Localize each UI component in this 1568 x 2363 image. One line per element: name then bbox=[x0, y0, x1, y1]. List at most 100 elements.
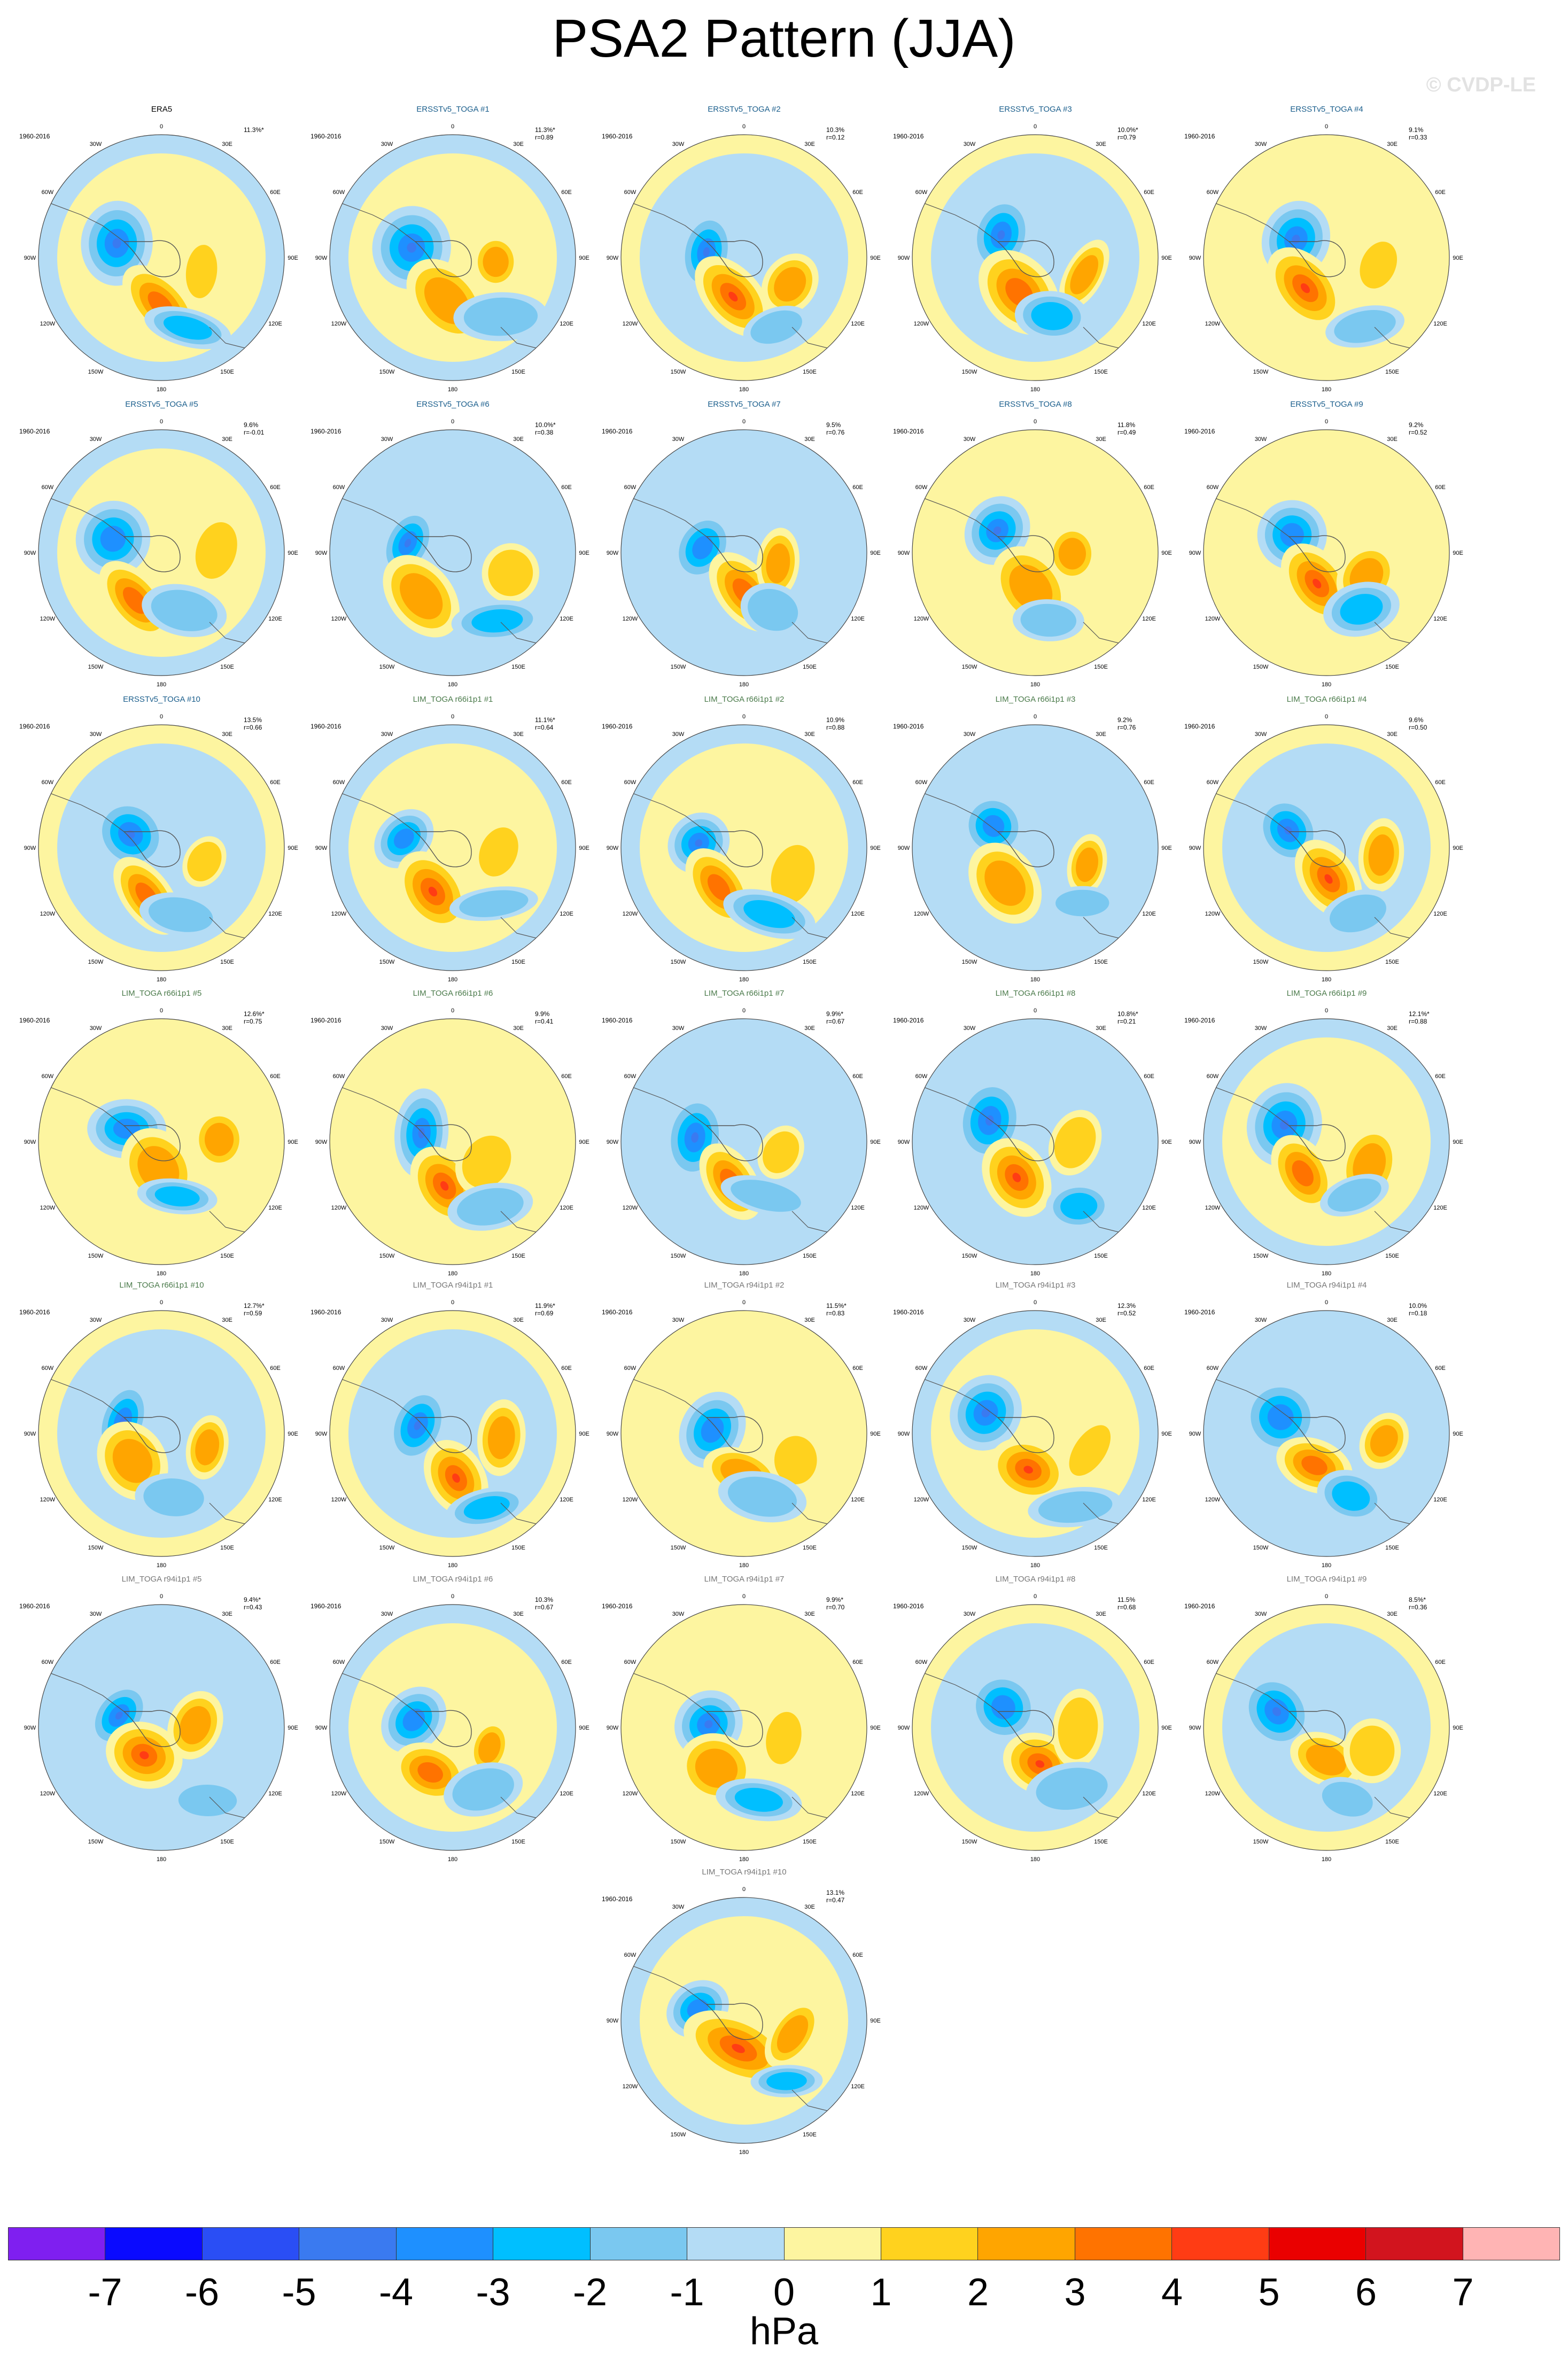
longitude-label: 150W bbox=[88, 1545, 104, 1551]
polar-map: 0 30E 60E 90E 120E 150E 180 150W 120W 90W 60W 30W bbox=[607, 1593, 881, 1863]
longitude-label: 90W bbox=[898, 845, 910, 851]
longitude-label: 120E bbox=[851, 2083, 865, 2090]
map-panel: ERSSTv5_TOGA #8 1960-2016 11.8% r=0.49 0 30E 6… bbox=[890, 400, 1181, 699]
map-panel: LIM_TOGA r94i1p1 #9 1960-2016 8.5%* r=0.36 0… bbox=[1181, 1575, 1472, 1874]
longitude-label: 150E bbox=[1385, 1253, 1399, 1259]
longitude-label: 0 bbox=[1034, 1299, 1037, 1306]
longitude-label: 0 bbox=[451, 1593, 454, 1600]
longitude-label: 150W bbox=[379, 664, 395, 670]
longitude-label: 30E bbox=[222, 1611, 232, 1617]
panel-variance-pct: 11.5% bbox=[1117, 1596, 1136, 1603]
longitude-label: 120E bbox=[1142, 321, 1156, 327]
longitude-label: 60E bbox=[1144, 484, 1154, 491]
map-panel: ERSSTv5_TOGA #6 1960-2016 10.0%* r=0.38 0 30E… bbox=[307, 400, 599, 699]
panel-years: 1960-2016 bbox=[1184, 428, 1215, 435]
panel-years: 1960-2016 bbox=[311, 1308, 341, 1316]
map-panel: ERSSTv5_TOGA #1 1960-2016 11.3%* r=0.89 0 30E… bbox=[307, 105, 599, 404]
panel-pattern-correlation: r=0.67 bbox=[826, 1018, 845, 1025]
longitude-label: 180 bbox=[1322, 977, 1331, 983]
colorbar-swatch bbox=[1075, 2228, 1173, 2260]
panel-pattern-correlation: r=0.47 bbox=[826, 1896, 845, 1904]
longitude-label: 150W bbox=[671, 2132, 686, 2138]
map-boundary bbox=[620, 134, 867, 381]
panel-variance-pct: 12.1%* bbox=[1409, 1010, 1430, 1018]
longitude-label: 60W bbox=[333, 779, 345, 786]
longitude-label: 150W bbox=[671, 959, 686, 965]
negative-anomaly-contour bbox=[404, 539, 412, 548]
longitude-label: 90E bbox=[870, 255, 881, 261]
longitude-label: 150W bbox=[671, 1545, 686, 1551]
longitude-label: 60W bbox=[333, 1365, 345, 1372]
panel-years: 1960-2016 bbox=[893, 1602, 924, 1610]
panel-years: 1960-2016 bbox=[311, 723, 341, 730]
longitude-label: 180 bbox=[1030, 1270, 1040, 1277]
panel-years: 1960-2016 bbox=[602, 1895, 633, 1903]
panel-pattern-correlation: r=0.36 bbox=[1409, 1603, 1427, 1611]
panel-pattern-correlation: r=0.70 bbox=[826, 1603, 845, 1611]
longitude-label: 0 bbox=[1325, 1593, 1328, 1600]
panel-years: 1960-2016 bbox=[311, 1602, 341, 1610]
panel-pattern-correlation: r=0.76 bbox=[1117, 724, 1136, 731]
longitude-label: 150E bbox=[1094, 1839, 1108, 1845]
south-america-coastline bbox=[621, 788, 707, 832]
longitude-label: 90E bbox=[870, 1139, 881, 1145]
longitude-label: 60W bbox=[333, 484, 345, 491]
antarctica-coastline bbox=[1288, 830, 1346, 867]
negative-anomaly-contour bbox=[701, 1416, 724, 1443]
colorbar-swatch bbox=[978, 2228, 1075, 2260]
longitude-label: 120W bbox=[40, 321, 56, 327]
longitude-label: 180 bbox=[739, 1562, 749, 1569]
longitude-label: 90W bbox=[1189, 550, 1201, 556]
panel-years: 1960-2016 bbox=[311, 1017, 341, 1024]
longitude-label: 120E bbox=[1142, 616, 1156, 622]
longitude-label: 120E bbox=[851, 321, 865, 327]
longitude-label: 180 bbox=[1322, 1562, 1331, 1569]
panel-title: ERSSTv5_TOGA #3 bbox=[999, 105, 1072, 114]
colorbar-swatch bbox=[1269, 2228, 1367, 2260]
positive-anomaly-contour bbox=[766, 543, 790, 584]
colorbar-swatch bbox=[493, 2228, 591, 2260]
longitude-label: 30W bbox=[672, 731, 685, 738]
negative-anomaly-contour bbox=[734, 1787, 783, 1812]
longitude-label: 120W bbox=[914, 1205, 929, 1211]
longitude-label: 30E bbox=[222, 1025, 232, 1032]
map-boundary bbox=[329, 1018, 576, 1265]
longitude-label: 60E bbox=[1144, 779, 1154, 786]
polar-map: 0 30E 60E 90E 120E 150E 180 150W 120W 90W 60W 30W bbox=[1189, 1008, 1463, 1277]
south-america-coastline bbox=[621, 1374, 707, 1418]
antarctica-coastline bbox=[414, 535, 472, 572]
negative-anomaly-contour bbox=[463, 1496, 510, 1520]
south-america-coastline bbox=[1204, 1668, 1290, 1712]
longitude-label: 150E bbox=[1385, 959, 1399, 965]
longitude-label: 120E bbox=[1433, 321, 1447, 327]
longitude-label: 120E bbox=[1433, 1791, 1447, 1797]
longitude-label: 0 bbox=[1325, 419, 1328, 425]
polar-map: 0 30E 60E 90E 120E 150E 180 150W 120W 90W 60W 30W bbox=[898, 123, 1172, 393]
antarctica-coastline bbox=[123, 830, 181, 867]
map-boundary bbox=[912, 429, 1159, 676]
panel-years: 1960-2016 bbox=[893, 428, 924, 435]
longitude-label: 180 bbox=[739, 1856, 749, 1863]
longitude-label: 90W bbox=[315, 550, 328, 556]
anomaly-background bbox=[1204, 1311, 1449, 1556]
negative-anomaly-contour bbox=[402, 1708, 425, 1731]
panel-title: LIM_TOGA r94i1p1 #9 bbox=[1286, 1575, 1367, 1584]
panel-pattern-correlation: r=0.52 bbox=[1409, 429, 1427, 436]
longitude-label: 30W bbox=[90, 1025, 102, 1032]
map-boundary bbox=[1203, 134, 1450, 381]
south-america-coastline bbox=[1204, 1374, 1290, 1418]
map-boundary bbox=[620, 1604, 867, 1851]
panel-stats: 12.7%* r=0.59 bbox=[244, 1302, 265, 1317]
antarctica-coastline bbox=[123, 535, 181, 572]
polar-map: 0 30E 60E 90E 120E 150E 180 150W 120W 90W 60W 30W bbox=[1189, 1593, 1463, 1863]
map-boundary bbox=[912, 724, 1159, 971]
longitude-label: 120E bbox=[851, 616, 865, 622]
longitude-label: 180 bbox=[1322, 681, 1331, 688]
positive-anomaly-contour bbox=[777, 2015, 809, 2054]
longitude-label: 0 bbox=[1325, 1299, 1328, 1306]
panel-variance-pct: 11.1%* bbox=[535, 716, 555, 724]
negative-anomaly-contour bbox=[1060, 1192, 1098, 1220]
map-panel: ERSSTv5_TOGA #4 1960-2016 9.1% r=0.33 0 30E 60… bbox=[1181, 105, 1472, 404]
map-panel: ERSSTv5_TOGA #2 1960-2016 10.3% r=0.12 0 30E 6… bbox=[599, 105, 890, 404]
longitude-label: 60E bbox=[852, 484, 863, 491]
